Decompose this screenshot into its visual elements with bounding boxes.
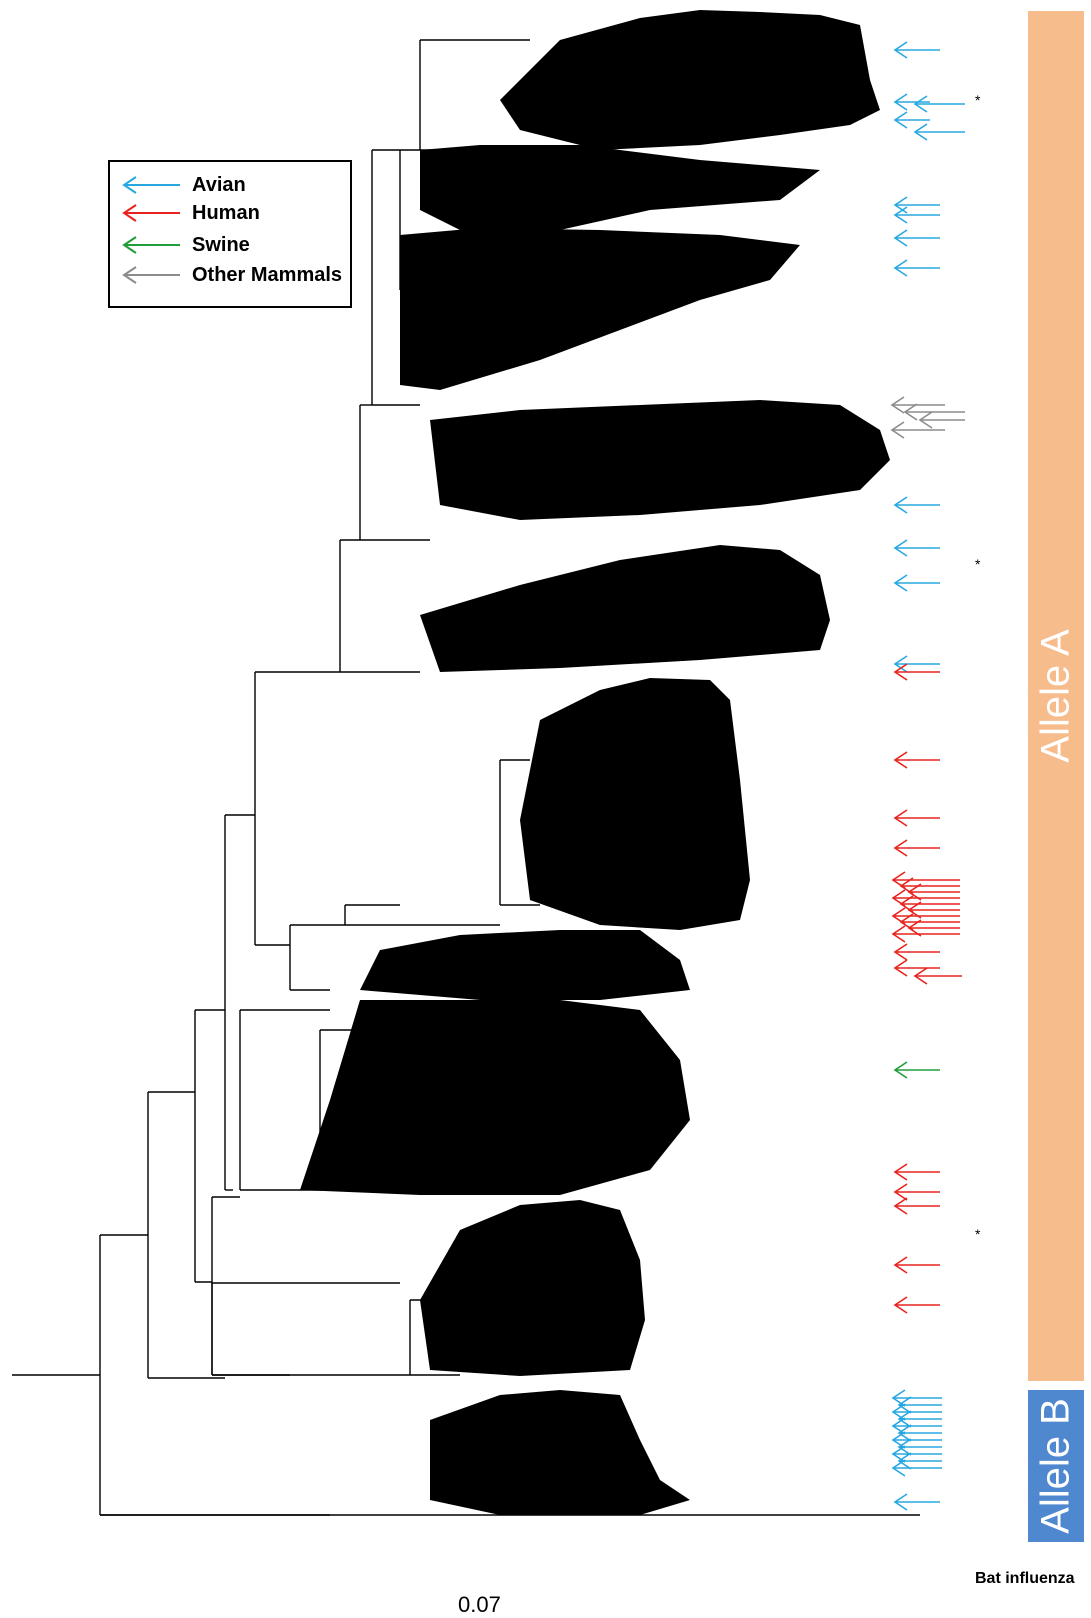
host-arrow-icon — [890, 396, 945, 414]
host-arrow-icon — [897, 1452, 942, 1470]
host-arrow-icon — [913, 967, 962, 985]
clade-swine — [300, 1000, 690, 1195]
allele-b-label: Allele B — [1033, 1398, 1078, 1534]
host-arrow-icon — [893, 259, 940, 277]
host-arrow-icon — [893, 839, 940, 857]
host-arrow-icon — [893, 751, 940, 769]
host-arrow-icon — [893, 1163, 940, 1181]
host-arrow-icon — [893, 229, 940, 247]
clade-mammals — [430, 400, 890, 520]
host-legend: Avian Human Swine Other Mammals — [108, 160, 352, 308]
host-arrow-icon — [893, 1256, 940, 1274]
legend-arrow-avian-icon — [122, 176, 180, 194]
allele-b-bar: Allele B — [1028, 1390, 1084, 1542]
legend-arrow-swine-icon — [122, 236, 180, 254]
legend-arrow-other-mammals-icon — [122, 266, 180, 284]
legend-item-swine: Swine — [122, 232, 347, 258]
host-arrow-icon — [893, 1493, 940, 1511]
host-arrow-icon — [893, 539, 940, 557]
host-arrow-icon — [893, 41, 940, 59]
clade-avian-4 — [420, 545, 830, 672]
legend-label-swine: Swine — [192, 234, 250, 256]
host-arrow-icon — [890, 421, 945, 439]
legend-item-avian: Avian — [122, 172, 347, 198]
scale-bar-label: 0.07 — [458, 1592, 501, 1617]
host-arrow-icon — [893, 111, 930, 129]
host-arrow-icon — [891, 925, 960, 943]
host-arrow-icon — [893, 655, 940, 673]
asterisk-marker: * — [975, 1226, 981, 1242]
host-arrow-icon — [913, 95, 965, 113]
host-arrow-icon — [893, 574, 940, 592]
host-arrow-icon — [897, 1438, 942, 1456]
clade-human-3 — [420, 1200, 645, 1376]
clade-avian-2 — [420, 145, 820, 230]
host-arrow-icon — [893, 809, 940, 827]
host-arrow-icon — [893, 663, 940, 681]
legend-item-other-mammals: Other Mammals — [122, 262, 347, 288]
host-arrow-icon — [913, 123, 965, 141]
legend-item-human: Human — [122, 200, 347, 226]
host-arrow-icon — [893, 943, 940, 961]
host-arrow-icon — [897, 1410, 942, 1428]
allele-a-bar: Allele A — [1028, 11, 1084, 1381]
legend-label-human: Human — [192, 202, 260, 224]
clade-avian-top — [500, 10, 880, 150]
clade-avian-3 — [400, 228, 800, 390]
host-arrow-icon — [918, 411, 965, 429]
host-arrow-icon — [903, 403, 965, 421]
host-arrow-icon — [893, 496, 940, 514]
host-arrow-icon — [893, 959, 940, 977]
allele-a-label: Allele A — [1033, 629, 1078, 763]
host-arrow-icon — [891, 1459, 942, 1477]
outgroup-label: Bat influenza — [975, 1570, 1075, 1587]
host-arrow-icon — [893, 93, 930, 111]
host-arrow-icon — [893, 1197, 940, 1215]
asterisk-marker: * — [975, 92, 981, 108]
legend-arrow-human-icon — [122, 204, 180, 222]
host-arrow-icon — [893, 1183, 940, 1201]
host-arrow-icon — [893, 1061, 940, 1079]
clade-human-2 — [360, 930, 690, 1000]
host-arrow-icon — [893, 206, 940, 224]
clade-allele-b — [430, 1390, 690, 1515]
asterisk-marker: * — [975, 556, 981, 572]
host-arrow-icon — [893, 1296, 940, 1314]
host-arrow-icon — [897, 1396, 942, 1414]
host-arrow-icon — [897, 1424, 942, 1442]
legend-label-other-mammals: Other Mammals — [192, 264, 343, 286]
clade-human-1 — [520, 678, 750, 930]
legend-label-avian: Avian — [192, 174, 246, 196]
